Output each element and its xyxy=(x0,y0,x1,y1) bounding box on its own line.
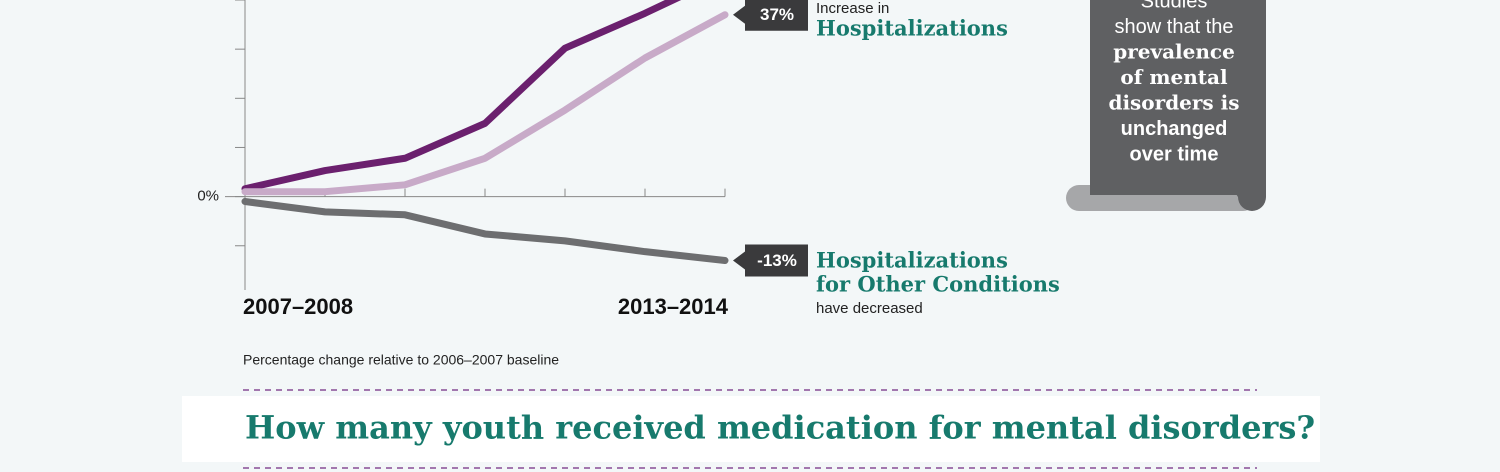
sidebar-line: prevalence xyxy=(1113,40,1235,64)
line xyxy=(241,11,729,196)
annotation: Increase in xyxy=(816,0,889,17)
sidebar-line: Studies xyxy=(1141,0,1208,12)
scroll-box xyxy=(1090,0,1266,195)
x-tick-label: 2007–2008 xyxy=(243,294,353,319)
data-label: 37% xyxy=(760,5,794,24)
data-label: -13% xyxy=(757,251,797,270)
y-tick-label: 0% xyxy=(197,188,219,205)
annotation: for Other Conditions xyxy=(816,272,1060,297)
sidebar-line: disorders is xyxy=(1108,91,1239,115)
sidebar-line: unchanged xyxy=(1121,118,1228,140)
scroll-roll xyxy=(1230,185,1266,211)
annotation: Hospitalizations xyxy=(816,248,1008,273)
line xyxy=(241,0,682,193)
sidebar-line: show that the xyxy=(1115,16,1234,38)
line xyxy=(241,198,729,265)
callout-box xyxy=(733,244,808,277)
section-heading: How many youth received medication for m… xyxy=(245,409,1315,447)
note: Percentage change relative to 2006–2007 … xyxy=(243,352,559,368)
annotation: Hospitalizations xyxy=(816,16,1008,41)
callout-box xyxy=(733,0,808,31)
heading-band xyxy=(182,396,1320,462)
sidebar-line: of mental xyxy=(1120,65,1228,89)
annotation: have decreased xyxy=(816,300,923,317)
sidebar-line: over time xyxy=(1130,143,1219,165)
x-tick-label: 2013–2014 xyxy=(618,294,729,319)
